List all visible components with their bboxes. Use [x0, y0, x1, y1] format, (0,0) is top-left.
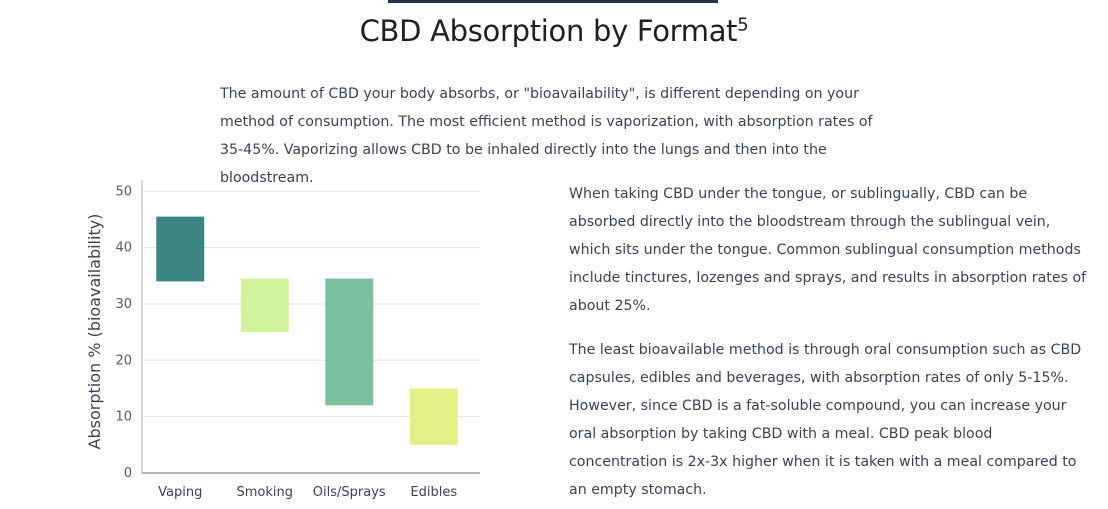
bar-edibles — [409, 388, 458, 445]
bar-oils-sprays — [325, 278, 374, 406]
x-tick-label: Vaping — [158, 485, 202, 500]
y-tick-label: 0 — [124, 466, 132, 481]
y-tick-label: 50 — [115, 184, 132, 199]
absorption-chart-svg: 0 10 20 30 40 50 Vaping Smoking Oils/Sprays Edibl… — [85, 180, 480, 500]
y-tick-label: 40 — [115, 241, 132, 256]
x-tick-label: Edibles — [410, 485, 457, 500]
oral-paragraph: The least bioavailable method is through… — [569, 342, 1082, 498]
intro-paragraph: The amount of CBD your body absorbs, or … — [220, 86, 873, 186]
bar-vaping — [156, 216, 205, 282]
footnote-marker: 5 — [737, 14, 749, 36]
y-tick-label: 20 — [115, 353, 132, 368]
bar-smoking — [240, 278, 289, 333]
y-axis-title: Absorption % (bioavailability) — [85, 214, 104, 450]
sublingual-paragraph: When taking CBD under the tongue, or sub… — [569, 186, 1087, 314]
y-tick-label: 10 — [115, 410, 132, 425]
x-tick-label: Smoking — [236, 485, 293, 500]
y-tick-label: 30 — [115, 297, 132, 312]
top-accent-rule — [388, 0, 718, 3]
page-title: CBD Absorption by Format5 — [0, 14, 1108, 48]
page-title-text: CBD Absorption by Format — [359, 14, 738, 48]
absorption-chart: 0 10 20 30 40 50 Vaping Smoking Oils/Sprays Edibl… — [80, 175, 500, 509]
x-tick-label: Oils/Sprays — [313, 485, 386, 500]
